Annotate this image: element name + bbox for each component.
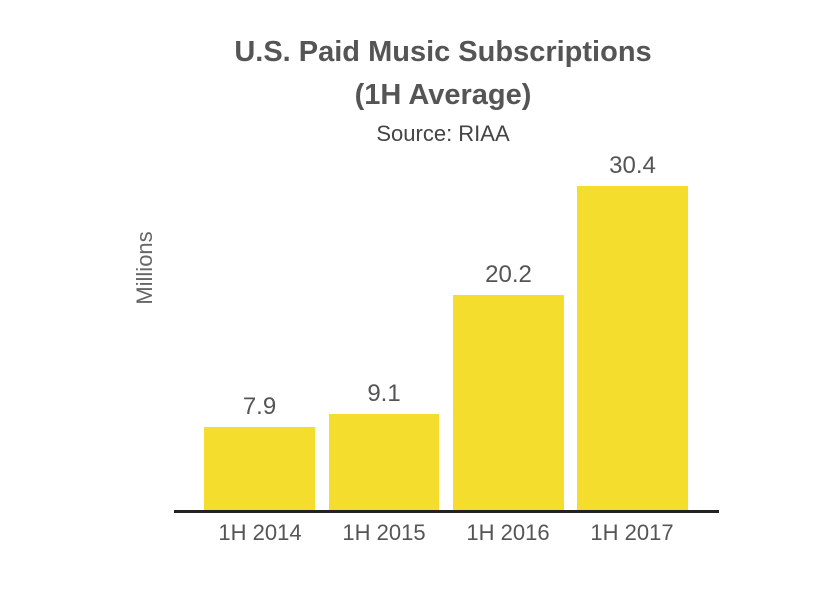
chart-subtitle: Source: RIAA	[376, 121, 510, 146]
bar-1h-2014	[204, 426, 315, 511]
value-label: 9.1	[367, 379, 401, 407]
bar-1h-2015	[329, 413, 439, 511]
value-label: 7.9	[242, 392, 277, 420]
x-tick-label: 1H 2016	[466, 520, 550, 545]
y-axis-label: Millions	[132, 231, 157, 305]
bar-1h-2017	[577, 186, 688, 511]
chart-title-line2: (1H Average)	[354, 79, 532, 111]
x-axis-line	[174, 510, 719, 513]
x-tick-label: 1H 2017	[590, 520, 674, 545]
x-tick-label: 1H 2014	[218, 520, 302, 545]
chart-title: U.S. Paid Music Subscriptions	[234, 36, 652, 68]
x-tick-label: 1H 2015	[342, 520, 426, 545]
bar-1h-2016	[453, 295, 564, 511]
value-label: 20.2	[485, 261, 532, 289]
value-label: 30.4	[609, 152, 656, 179]
